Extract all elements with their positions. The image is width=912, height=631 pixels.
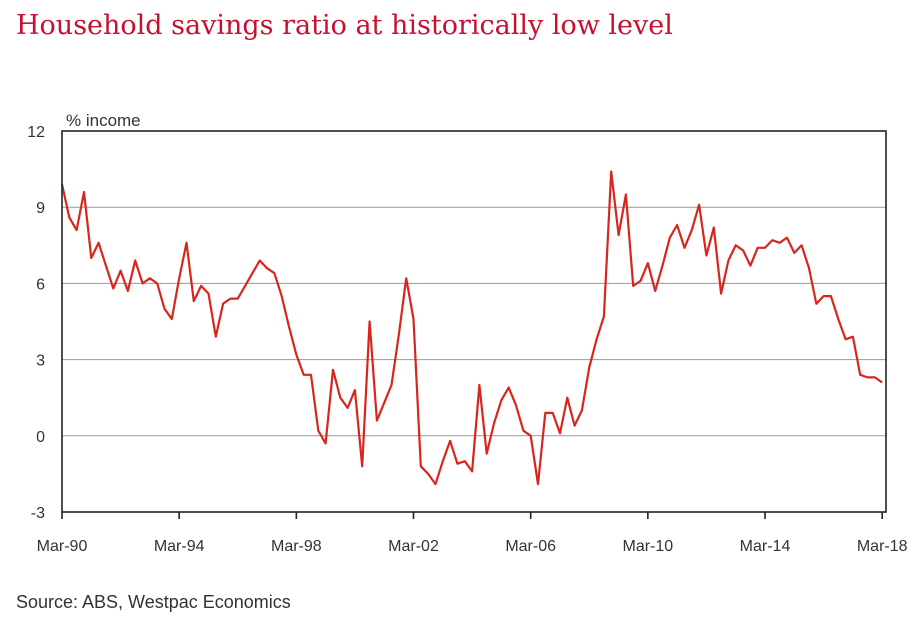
y-tick-label: -3 bbox=[31, 505, 45, 522]
y-tick-labels: -3 0 3 6 9 12 bbox=[27, 124, 45, 522]
y-tick-label: 9 bbox=[36, 200, 45, 217]
y-unit-label: % income bbox=[66, 111, 141, 130]
x-tick-label: Mar-06 bbox=[505, 538, 556, 555]
x-tick-labels: Mar-90 Mar-94 Mar-98 Mar-02 Mar-06 Mar-10 Mar-… bbox=[37, 512, 908, 555]
series-line bbox=[60, 170, 883, 486]
y-tick-label: 0 bbox=[36, 429, 45, 446]
y-tick-label: 3 bbox=[36, 353, 45, 370]
gridlines bbox=[62, 206, 886, 437]
chart-title: Household savings ratio at historically … bbox=[16, 10, 673, 41]
plot-frame bbox=[61, 130, 887, 513]
y-tick-label: 6 bbox=[36, 276, 45, 293]
x-tick-label: Mar-02 bbox=[388, 538, 439, 555]
x-tick-label: Mar-94 bbox=[154, 538, 205, 555]
y-tick-label: 12 bbox=[27, 124, 45, 141]
x-tick-label: Mar-18 bbox=[857, 538, 908, 555]
x-tick-label: Mar-14 bbox=[740, 538, 791, 555]
series-layer bbox=[60, 170, 883, 486]
source-note: Source: ABS, Westpac Economics bbox=[16, 592, 291, 612]
x-tick-label: Mar-90 bbox=[37, 538, 88, 555]
x-tick-label: Mar-10 bbox=[623, 538, 674, 555]
x-tick-label: Mar-98 bbox=[271, 538, 322, 555]
